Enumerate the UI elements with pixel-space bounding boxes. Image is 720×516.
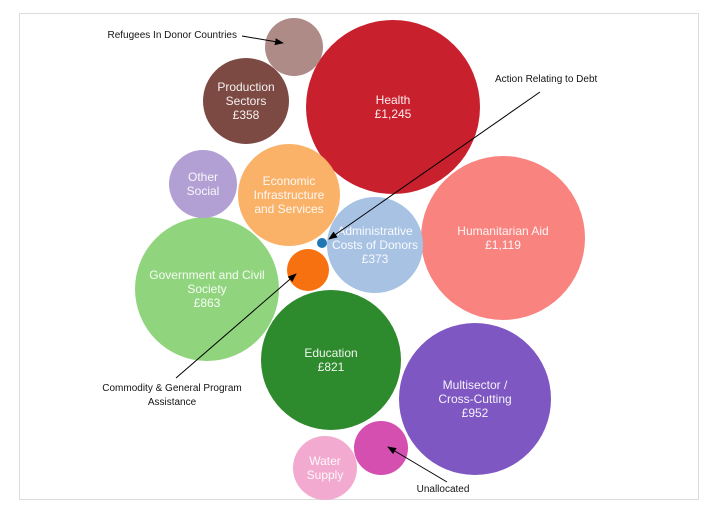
bubble-label-line: Production (217, 80, 274, 94)
bubble-label-line: Social (187, 184, 220, 198)
annotations-layer: Refugees In Donor Countries Action Relati… (102, 30, 597, 495)
bubble-label-line: Health (376, 93, 411, 107)
annotation-label-line: Refugees In Donor Countries (107, 30, 237, 41)
bubble-education[interactable] (261, 290, 401, 430)
bubble-action-relating-to-debt[interactable] (317, 238, 327, 248)
bubble-label-line: Sectors (226, 94, 267, 108)
bubble-label-line: Economic (263, 174, 316, 188)
bubble-label-line: and Services (254, 202, 323, 216)
annotation-label-line: Action Relating to Debt (495, 74, 598, 85)
bubble-label-line: Education (304, 346, 357, 360)
annotation-label-line: Assistance (148, 397, 197, 408)
bubble-label-humanitarian-aid: Humanitarian Aid £1,119 (457, 224, 548, 252)
annotation-label-commodity-general-program-assistance: Commodity & General Program Assistance (102, 383, 242, 408)
bubble-label-line: Supply (307, 468, 344, 482)
bubble-other-social[interactable] (169, 150, 237, 218)
bubble-production-sectors[interactable] (203, 58, 289, 144)
bubble-label-line: Humanitarian Aid (457, 224, 548, 238)
bubble-humanitarian-aid[interactable] (421, 156, 585, 320)
bubble-label-administrative-costs-of-donors: Administrative Costs of Donors £373 (332, 224, 418, 266)
bubble-label-line: Infrastructure (254, 188, 325, 202)
bubble-economic-infrastructure-and-services[interactable] (238, 144, 340, 246)
bubble-unallocated[interactable] (354, 421, 408, 475)
bubble-commodity-general-program-assistance[interactable] (287, 249, 329, 291)
bubble-administrative-costs-of-donors[interactable] (327, 197, 423, 293)
annotation-arrow-refugees-in-donor-countries (241, 35, 284, 46)
bubble-label-line: Society (187, 282, 226, 296)
annotation-label-refugees-in-donor-countries: Refugees In Donor Countries (107, 30, 237, 41)
bubble-label-economic-infrastructure-and-services: Economic Infrastructure and Services (254, 174, 325, 216)
bubble-label-line: £821 (318, 360, 345, 374)
bubble-label-production-sectors: Production Sectors £358 (217, 80, 274, 122)
bubble-label-line: Multisector / (443, 378, 508, 392)
bubble-label-line: £358 (233, 108, 260, 122)
bubbles-layer (135, 18, 585, 500)
bubble-labels-layer: Health £1,245 Humanitarian Aid £1,119 Multis… (149, 80, 548, 482)
annotation-label-action-relating-to-debt: Action Relating to Debt (495, 74, 598, 85)
annotation-arrow-action-relating-to-debt (328, 91, 541, 240)
annotation-arrow-commodity-general-program-assistance (175, 273, 297, 379)
bubble-label-line: £373 (362, 252, 389, 266)
bubble-label-line: £1,245 (375, 107, 412, 121)
bubble-label-line: £952 (462, 406, 489, 420)
bubble-label-line: Costs of Donors (332, 238, 418, 252)
bubble-label-health: Health £1,245 (375, 93, 412, 121)
bubble-label-other-social: Other Social (187, 170, 220, 198)
annotation-label-unallocated: Unallocated (417, 484, 470, 495)
bubble-label-line: £1,119 (485, 238, 521, 252)
bubble-label-line: Government and Civil (149, 268, 264, 282)
bubble-label-government-and-civil-society: Government and Civil Society £863 (149, 268, 264, 310)
bubble-label-line: Cross-Cutting (438, 392, 511, 406)
bubble-health[interactable] (306, 20, 480, 194)
bubble-water-supply[interactable] (293, 436, 357, 500)
bubble-label-education: Education £821 (304, 346, 357, 374)
annotation-arrow-unallocated (387, 446, 448, 483)
annotation-label-line: Commodity & General Program (102, 383, 242, 394)
bubble-refugees-in-donor-countries[interactable] (265, 18, 323, 76)
bubble-multisector-cross-cutting[interactable] (399, 323, 551, 475)
bubble-government-and-civil-society[interactable] (135, 217, 279, 361)
bubble-label-line: Other (188, 170, 218, 184)
bubble-label-water-supply: Water Supply (307, 454, 344, 482)
bubble-label-line: Administrative (337, 224, 413, 238)
annotation-label-line: Unallocated (417, 484, 470, 495)
bubble-label-multisector-cross-cutting: Multisector / Cross-Cutting £952 (438, 378, 511, 420)
bubble-label-line: Water (309, 454, 341, 468)
bubble-label-line: £863 (194, 296, 221, 310)
